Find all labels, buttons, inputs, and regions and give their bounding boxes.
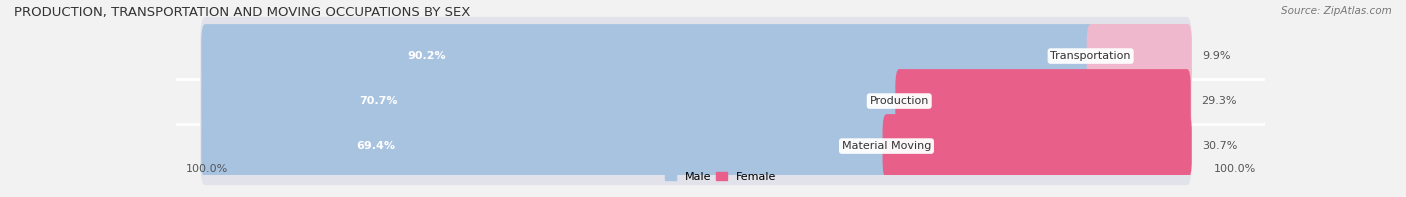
Text: 70.7%: 70.7% (360, 96, 398, 106)
FancyBboxPatch shape (201, 24, 1095, 88)
Text: 9.9%: 9.9% (1202, 51, 1232, 61)
Text: 29.3%: 29.3% (1202, 96, 1237, 106)
Text: PRODUCTION, TRANSPORTATION AND MOVING OCCUPATIONS BY SEX: PRODUCTION, TRANSPORTATION AND MOVING OC… (14, 6, 471, 19)
Text: Material Moving: Material Moving (842, 141, 931, 151)
Text: 100.0%: 100.0% (1213, 164, 1256, 174)
Legend: Male, Female: Male, Female (665, 172, 776, 182)
Text: Transportation: Transportation (1050, 51, 1130, 61)
FancyBboxPatch shape (883, 114, 1192, 178)
FancyBboxPatch shape (896, 69, 1191, 133)
Text: 69.4%: 69.4% (356, 141, 395, 151)
Text: 30.7%: 30.7% (1202, 141, 1237, 151)
Text: 100.0%: 100.0% (186, 164, 228, 174)
FancyBboxPatch shape (200, 17, 1192, 95)
FancyBboxPatch shape (200, 107, 1192, 185)
FancyBboxPatch shape (200, 62, 1192, 140)
FancyBboxPatch shape (201, 69, 903, 133)
FancyBboxPatch shape (201, 114, 890, 178)
FancyBboxPatch shape (1087, 24, 1192, 88)
Text: Source: ZipAtlas.com: Source: ZipAtlas.com (1281, 6, 1392, 16)
Text: 90.2%: 90.2% (408, 51, 446, 61)
Text: Production: Production (869, 96, 929, 106)
